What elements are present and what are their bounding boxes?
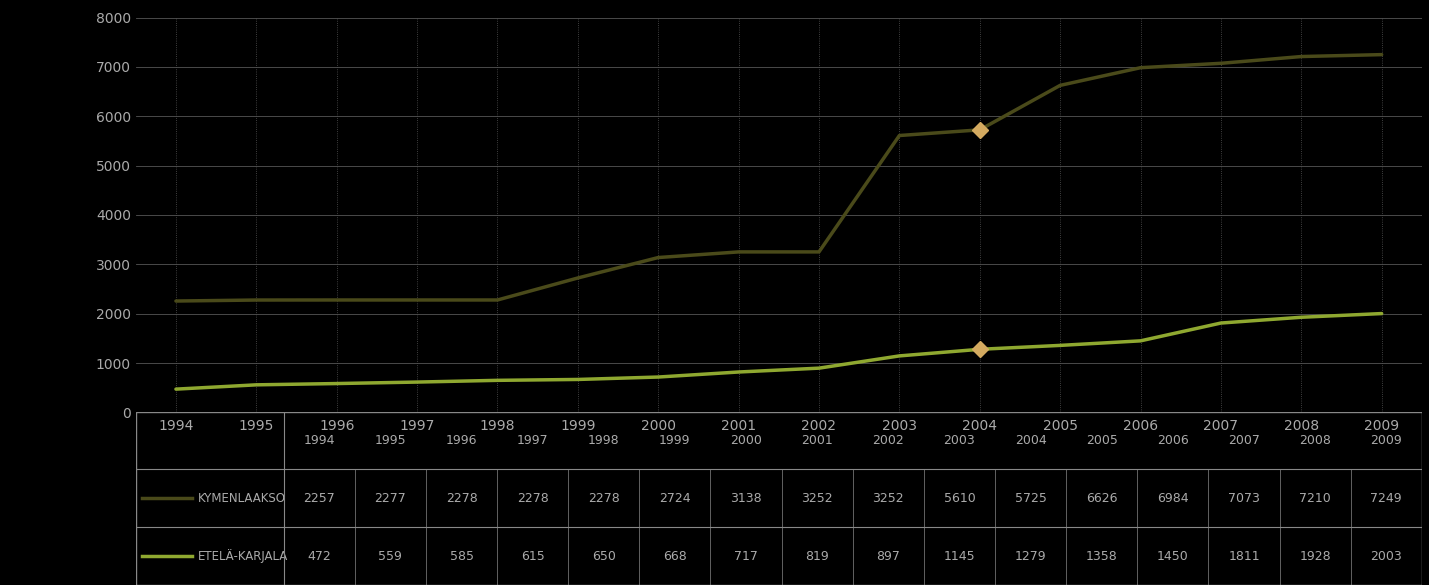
Text: 1998: 1998 <box>587 435 620 448</box>
Text: 2278: 2278 <box>446 492 477 505</box>
Text: 5725: 5725 <box>1015 492 1046 505</box>
Text: 2007: 2007 <box>1228 435 1260 448</box>
Text: 2257: 2257 <box>303 492 334 505</box>
Text: 2724: 2724 <box>659 492 690 505</box>
Text: KYMENLAAKSO: KYMENLAAKSO <box>197 492 286 505</box>
Text: 3138: 3138 <box>730 492 762 505</box>
Text: 717: 717 <box>735 549 757 563</box>
Text: 1996: 1996 <box>446 435 477 448</box>
Text: 7249: 7249 <box>1370 492 1402 505</box>
Text: 2278: 2278 <box>517 492 549 505</box>
Text: 2278: 2278 <box>587 492 620 505</box>
Text: 2006: 2006 <box>1157 435 1189 448</box>
Text: 2001: 2001 <box>802 435 833 448</box>
Text: 472: 472 <box>307 549 332 563</box>
Text: 1279: 1279 <box>1015 549 1046 563</box>
Text: 2003: 2003 <box>1370 549 1402 563</box>
Text: 819: 819 <box>806 549 829 563</box>
Text: 615: 615 <box>520 549 544 563</box>
Text: ETELÄ-KARJALA: ETELÄ-KARJALA <box>197 549 289 563</box>
Text: 2008: 2008 <box>1299 435 1330 448</box>
Text: 7210: 7210 <box>1299 492 1330 505</box>
Text: 3252: 3252 <box>873 492 905 505</box>
Text: 897: 897 <box>876 549 900 563</box>
Text: 2005: 2005 <box>1086 435 1117 448</box>
Text: 650: 650 <box>592 549 616 563</box>
Text: 7073: 7073 <box>1228 492 1260 505</box>
Text: 559: 559 <box>379 549 403 563</box>
Text: 2002: 2002 <box>873 435 905 448</box>
Text: 1450: 1450 <box>1157 549 1189 563</box>
Text: 668: 668 <box>663 549 687 563</box>
Text: 2004: 2004 <box>1015 435 1046 448</box>
Text: 1999: 1999 <box>659 435 690 448</box>
Text: 6984: 6984 <box>1157 492 1189 505</box>
Text: 5610: 5610 <box>943 492 976 505</box>
Text: 1928: 1928 <box>1299 549 1330 563</box>
Text: 1358: 1358 <box>1086 549 1117 563</box>
Text: 2000: 2000 <box>730 435 762 448</box>
Text: 1145: 1145 <box>943 549 975 563</box>
Text: 2003: 2003 <box>943 435 976 448</box>
Text: 3252: 3252 <box>802 492 833 505</box>
Text: 2009: 2009 <box>1370 435 1402 448</box>
Text: 1994: 1994 <box>303 435 334 448</box>
Text: 585: 585 <box>450 549 473 563</box>
Text: 6626: 6626 <box>1086 492 1117 505</box>
Text: 1811: 1811 <box>1228 549 1260 563</box>
Text: 1995: 1995 <box>374 435 406 448</box>
Text: 1997: 1997 <box>517 435 549 448</box>
Text: 2277: 2277 <box>374 492 406 505</box>
